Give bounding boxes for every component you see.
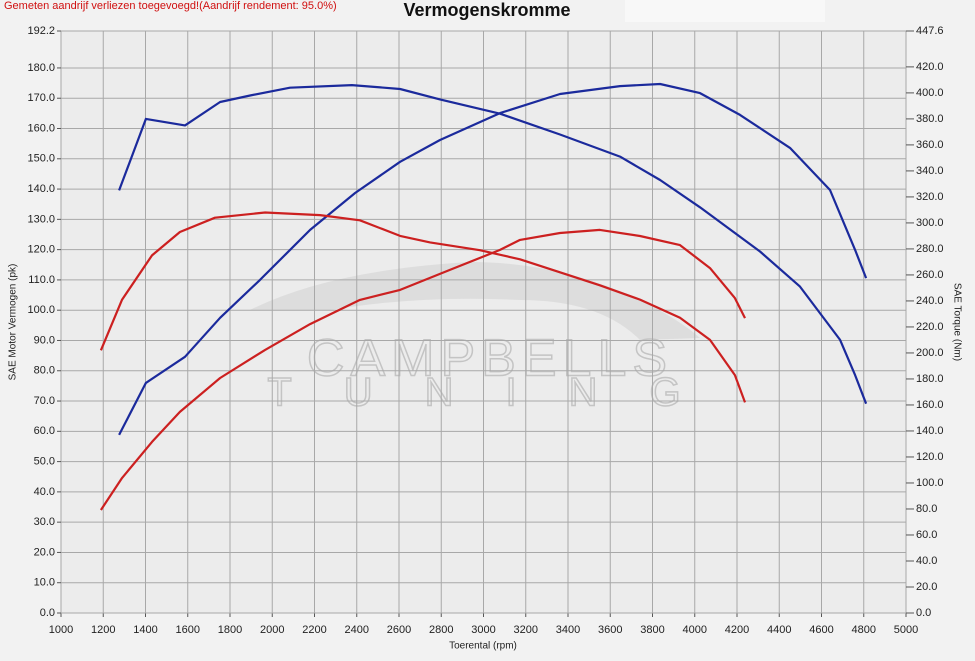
watermark-line: TUNING — [267, 371, 732, 415]
y-tick-label: 50.0 — [34, 456, 55, 468]
x-tick-label: 2600 — [387, 624, 411, 636]
watermark-line: CAMPBELLS — [307, 330, 673, 388]
y-tick-label: 10.0 — [34, 577, 55, 589]
x-tick-label: 1600 — [176, 624, 200, 636]
y-tick-label: 150.0 — [27, 153, 55, 165]
chart-title: Vermogenskromme — [403, 0, 570, 20]
x-tick-label: 1400 — [133, 624, 157, 636]
y-tick-label: 192.2 — [27, 25, 55, 37]
y-axis-title: SAE Motor Vermogen (pk) — [8, 264, 19, 381]
y2-tick-label: 280.0 — [916, 243, 944, 255]
x-tick-label: 1200 — [91, 624, 115, 636]
y2-tick-label: 20.0 — [916, 581, 937, 593]
y2-axis-title: SAE Torque (Nm) — [951, 283, 962, 361]
y-tick-label: 130.0 — [27, 213, 55, 225]
y2-tick-label: 447.6 — [916, 25, 944, 37]
x-tick-label: 3800 — [640, 624, 664, 636]
x-tick-label: 2200 — [302, 624, 326, 636]
data-line — [118, 82, 868, 436]
y2-tick-label: 180.0 — [916, 373, 944, 385]
y-tick-label: 60.0 — [34, 425, 55, 437]
x-tick-label: 3400 — [556, 624, 580, 636]
y-tick-label: 90.0 — [34, 334, 55, 346]
x-tick-label: 4600 — [809, 624, 833, 636]
y2-tick-label: 60.0 — [916, 529, 937, 541]
y2-tick-label: 160.0 — [916, 399, 944, 411]
y2-tick-label: 260.0 — [916, 269, 944, 281]
y-tick-label: 40.0 — [34, 486, 55, 498]
y2-tick-label: 360.0 — [916, 139, 944, 151]
y-tick-label: 80.0 — [34, 365, 55, 377]
y-tick-label: 180.0 — [27, 62, 55, 74]
x-tick-label: 4000 — [683, 624, 707, 636]
x-tick-label: 2400 — [345, 624, 369, 636]
x-tick-label: 5000 — [894, 624, 918, 636]
y2-tick-label: 0.0 — [916, 607, 931, 619]
x-tick-label: 2000 — [260, 624, 284, 636]
x-tick-label: 4200 — [725, 624, 749, 636]
x-axis-title: Toerental (rpm) — [449, 641, 517, 652]
y2-tick-label: 240.0 — [916, 295, 944, 307]
data-line — [99, 228, 746, 511]
y2-tick-label: 40.0 — [916, 555, 937, 567]
x-tick-label: 1800 — [218, 624, 242, 636]
header-box — [625, 0, 825, 22]
x-tick-label: 3200 — [514, 624, 538, 636]
y2-tick-label: 300.0 — [916, 217, 944, 229]
y-tick-label: 110.0 — [28, 274, 55, 286]
y-tick-label: 20.0 — [34, 546, 55, 558]
y2-tick-label: 100.0 — [916, 477, 944, 489]
x-tick-label: 4800 — [852, 624, 876, 636]
y-tick-label: 70.0 — [34, 395, 55, 407]
x-tick-label: 4400 — [767, 624, 791, 636]
watermark: CAMPBELLS TUNING — [250, 262, 732, 415]
y2-tick-label: 120.0 — [916, 451, 944, 463]
y2-tick-label: 400.0 — [916, 87, 944, 99]
y2-tick-label: 200.0 — [916, 347, 944, 359]
y2-tick-label: 420.0 — [916, 61, 944, 73]
x-tick-label: 3600 — [598, 624, 622, 636]
y2-tick-label: 320.0 — [916, 191, 944, 203]
y2-tick-label: 380.0 — [916, 113, 944, 125]
y2-tick-label: 340.0 — [916, 165, 944, 177]
y2-tick-label: 80.0 — [916, 503, 937, 515]
y-tick-label: 170.0 — [27, 92, 55, 104]
x-tick-label: 2800 — [429, 624, 453, 636]
note: Gemeten aandrijf verliezen toegevoegd!(A… — [4, 0, 337, 12]
y-tick-label: 160.0 — [27, 122, 55, 134]
y-tick-label: 140.0 — [27, 183, 55, 195]
data-line — [99, 211, 747, 403]
x-tick-label: 3000 — [471, 624, 495, 636]
y-tick-label: 0.0 — [40, 607, 55, 619]
y2-tick-label: 220.0 — [916, 321, 944, 333]
y-tick-label: 120.0 — [27, 244, 55, 256]
y-tick-label: 30.0 — [34, 516, 55, 528]
y2-tick-label: 140.0 — [916, 425, 944, 437]
y-tick-label: 100.0 — [27, 304, 55, 316]
x-tick-label: 1000 — [49, 624, 73, 636]
